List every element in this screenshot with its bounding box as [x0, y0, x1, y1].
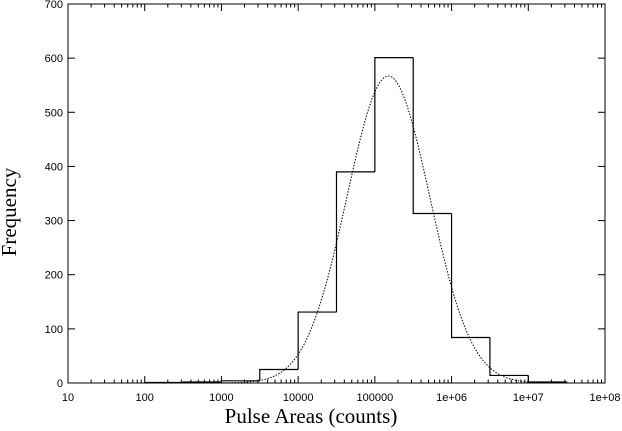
- y-tick-label: 100: [45, 324, 63, 336]
- x-tick-label: 100000: [356, 392, 393, 404]
- y-tick-label: 0: [57, 378, 63, 390]
- y-tick-label: 700: [45, 0, 63, 11]
- x-axis-label: Pulse Areas (counts): [225, 404, 398, 428]
- x-tick-label: 1e+07: [513, 392, 544, 404]
- y-tick-label: 300: [45, 216, 63, 228]
- histogram-bin: [335, 171, 375, 313]
- fit-curve: [144, 75, 567, 384]
- y-tick-label: 600: [45, 53, 63, 65]
- histogram-bin: [259, 368, 299, 381]
- y-tick-label: 200: [45, 270, 63, 282]
- histogram-bin: [489, 337, 529, 377]
- histogram-bin: [220, 380, 260, 382]
- histogram-bin: [182, 381, 222, 383]
- x-tick-label: 10: [62, 392, 74, 404]
- plot-frame: [67, 3, 606, 384]
- histogram-bin: [412, 57, 452, 215]
- y-axis-label: Frequency: [0, 167, 21, 256]
- histogram-bin: [527, 375, 568, 383]
- x-tick-label: 100: [136, 392, 154, 404]
- histogram-bin: [374, 57, 414, 172]
- y-tick-label: 500: [45, 107, 63, 119]
- x-tick-label: 1e+06: [436, 392, 467, 404]
- x-tick-label: 10000: [283, 392, 314, 404]
- histogram-bin: [297, 311, 337, 370]
- x-tick-label: 1000: [209, 392, 233, 404]
- histogram-bin: [450, 213, 490, 339]
- y-tick-label: 400: [45, 161, 63, 173]
- x-tick-label: 1e+08: [590, 392, 621, 404]
